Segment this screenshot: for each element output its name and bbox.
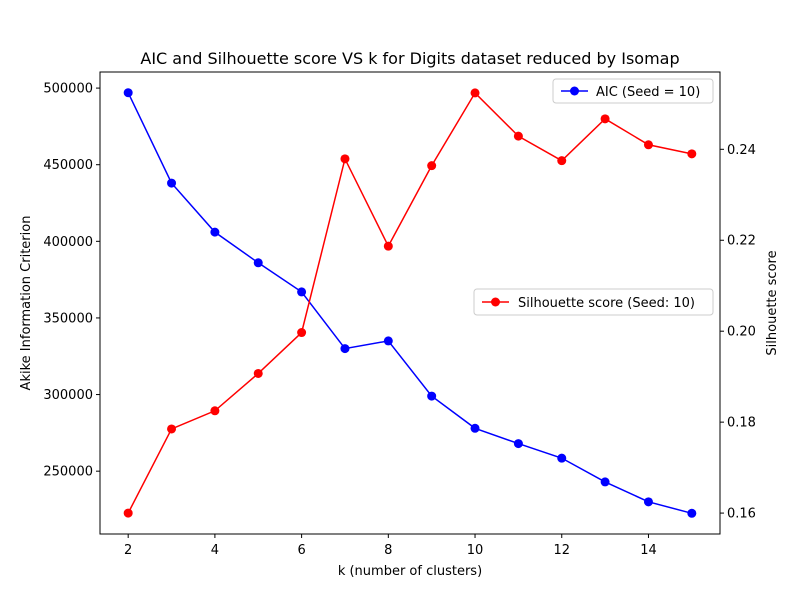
left-y-tick-label: 400000 [43,235,93,250]
legend-silhouette-marker [491,297,500,307]
x-tick-label: 10 [467,543,484,558]
data-point [167,424,177,434]
data-point [253,258,263,268]
data-point [427,391,437,401]
left-y-tick-label: 450000 [43,158,93,173]
data-point [513,131,523,141]
left-axis-label: Akike Information Criterion [19,216,34,391]
data-point [383,336,393,346]
right-y-tick-label: 0.20 [727,325,756,340]
data-point [643,497,653,507]
left-y-tick-label: 250000 [43,465,93,480]
right-y-tick-label: 0.18 [727,416,756,431]
data-point [253,368,263,378]
plot-frame [99,71,721,535]
legend-aic-label: AIC (Seed = 10) [596,85,700,100]
data-point [513,439,523,449]
data-point [470,88,480,98]
data-point [340,154,350,164]
data-point [427,161,437,171]
data-point [297,287,307,297]
data-point [643,140,653,150]
data-point [383,241,393,251]
series-silhouette [123,88,697,518]
left-y-tick-label: 350000 [43,311,93,326]
data-point [123,508,133,518]
legend-silhouette: Silhouette score (Seed: 10) [473,288,714,316]
data-point [297,328,307,338]
left-y-tick-label: 300000 [43,388,93,403]
series-aic [123,88,697,518]
x-tick-label: 2 [124,543,132,558]
legend-aic-marker [570,86,579,96]
series-line [127,92,693,515]
data-point [470,423,480,433]
chart-title: AIC and Silhouette score VS k for Digits… [140,49,679,68]
data-point [123,88,133,98]
legend-silhouette-label: Silhouette score (Seed: 10) [518,296,695,311]
data-point [210,406,220,416]
right-axis-label: Silhouette score [765,250,780,355]
legend-aic-box [552,78,714,104]
x-tick-label: 8 [384,543,392,558]
data-point [600,114,610,124]
series-line [127,91,692,514]
data-point [210,227,220,237]
data-point [557,453,567,463]
data-point [687,149,697,159]
left-y-axis: 250000 300000 350000 400000 450000 500000 [43,82,100,480]
legend-silhouette-box [473,288,714,316]
data-point [340,344,350,354]
data-point [167,178,177,188]
x-tick-label: 4 [211,543,219,558]
right-y-tick-label: 0.22 [727,234,756,249]
x-tick-label: 6 [297,543,305,558]
data-point [557,156,567,166]
right-y-tick-label: 0.24 [727,143,756,158]
left-y-tick-label: 500000 [43,82,93,97]
data-point [687,508,697,518]
x-tick-label: 12 [553,543,570,558]
x-axis-label: k (number of clusters) [338,564,482,579]
series-layer [123,88,697,518]
right-y-tick-label: 0.16 [727,507,756,522]
x-axis: 2 4 6 8 10 12 14 [124,534,657,558]
legend-aic: AIC (Seed = 10) [552,78,714,104]
right-y-axis: 0.16 0.18 0.20 0.22 0.24 [720,143,756,522]
x-tick-label: 14 [640,543,657,558]
data-point [600,477,610,487]
